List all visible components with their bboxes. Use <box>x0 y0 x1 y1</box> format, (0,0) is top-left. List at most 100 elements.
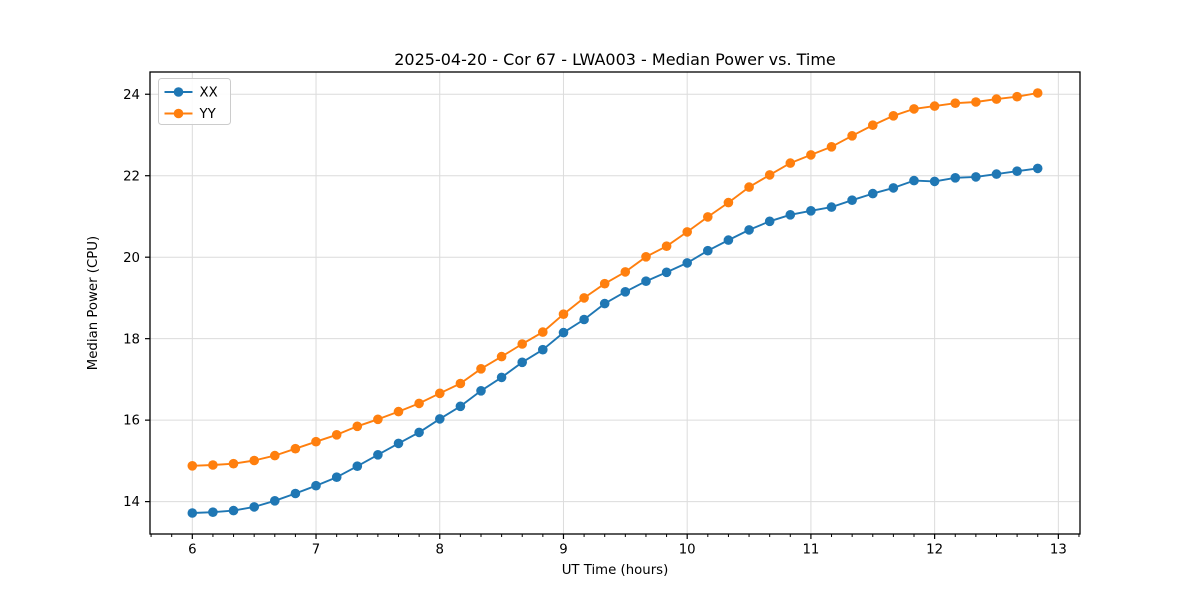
series-xx-marker <box>228 505 239 516</box>
series-xx-marker <box>414 427 424 438</box>
x-tick-label: 13 <box>1050 543 1067 558</box>
series-yy-marker <box>208 460 218 470</box>
series-yy-marker <box>1032 88 1043 98</box>
series-xx-marker <box>744 225 754 235</box>
legend-label-xx: XX <box>200 86 218 101</box>
series-xx-marker <box>476 386 486 396</box>
series-yy-marker <box>703 212 713 222</box>
series-yy-marker <box>476 364 486 374</box>
series-yy-marker <box>455 378 466 389</box>
series-xx-marker <box>435 414 445 424</box>
series-xx-marker <box>950 173 961 183</box>
series-yy-marker <box>373 414 383 425</box>
series-xx-marker <box>929 176 940 187</box>
series-xx-marker <box>661 267 672 278</box>
series-layer <box>187 88 1043 518</box>
series-xx-marker <box>290 488 301 499</box>
series-yy-marker <box>847 131 857 141</box>
series-yy-marker <box>270 450 280 461</box>
series-xx-marker <box>331 472 342 483</box>
x-tick-label: 10 <box>679 543 696 558</box>
series-yy-marker <box>723 197 734 208</box>
series-xx-marker <box>455 401 466 412</box>
legend-marker-xx <box>173 87 184 97</box>
series-xx-marker <box>888 183 899 193</box>
series-xx-marker <box>764 216 775 227</box>
y-tick-label: 22 <box>123 169 140 184</box>
series-yy-marker <box>352 421 363 432</box>
series-yy-marker <box>228 458 239 469</box>
series-xx-marker <box>538 344 548 355</box>
series-yy-marker <box>290 443 301 454</box>
series-yy-marker <box>187 461 198 471</box>
series-xx-marker <box>270 496 280 506</box>
series-xx-marker <box>868 188 878 199</box>
series-yy-marker <box>682 227 692 237</box>
series-xx-marker <box>971 172 981 182</box>
series-xx-marker <box>208 507 218 517</box>
series-yy-marker <box>538 327 548 337</box>
legend-marker-yy <box>173 108 184 119</box>
series-yy-marker <box>641 251 651 262</box>
series-xx-marker <box>991 169 1002 179</box>
series-yy-marker <box>1012 91 1022 102</box>
series-xx-marker <box>599 298 610 309</box>
series-xx-marker <box>703 245 713 256</box>
series-xx-marker <box>393 438 404 449</box>
legend-box <box>158 78 231 125</box>
series-xx-marker <box>847 195 857 205</box>
y-tick-label: 18 <box>123 332 140 347</box>
series-yy-marker <box>868 120 878 130</box>
x-tick-label: 9 <box>559 543 567 558</box>
series-xx-marker <box>579 314 589 325</box>
legend: XX YY <box>158 78 231 125</box>
series-yy-line <box>191 92 1039 467</box>
series-xx-marker <box>641 276 651 287</box>
legend-label-yy: YY <box>199 107 217 122</box>
x-tick-label: 11 <box>802 543 819 558</box>
series-yy-marker <box>311 436 321 447</box>
series-xx-marker <box>249 502 259 512</box>
chart-title: 2025-04-20 - Cor 67 - LWA003 - Median Po… <box>394 50 836 69</box>
series-yy-marker <box>744 182 754 192</box>
x-tick-label: 8 <box>436 543 444 558</box>
series-yy-marker <box>579 293 589 303</box>
series-yy-marker <box>888 111 899 121</box>
series-yy-marker <box>971 97 981 107</box>
series-yy-marker <box>806 150 816 160</box>
series-yy-marker <box>599 278 610 289</box>
series-yy-marker <box>620 267 631 277</box>
series-yy-marker <box>991 94 1002 104</box>
x-tick-label: 7 <box>312 543 320 558</box>
series-yy-marker <box>909 104 919 114</box>
x-tick-label: 6 <box>188 543 196 558</box>
series-yy-marker <box>950 98 961 108</box>
grid-layer <box>150 72 1080 534</box>
series-yy-marker <box>496 351 507 362</box>
series-xx-marker <box>1032 163 1043 174</box>
series-xx-marker <box>311 480 321 491</box>
axes-layer <box>149 71 1081 535</box>
series-yy-marker <box>331 430 342 440</box>
series-xx-marker <box>909 175 919 186</box>
series-xx-marker <box>352 461 363 472</box>
series-yy-marker <box>558 309 569 320</box>
series-xx-marker <box>373 450 383 460</box>
series-yy-marker <box>435 388 445 399</box>
series-xx-marker <box>558 327 569 338</box>
series-xx-marker <box>1012 166 1022 176</box>
series-yy-marker <box>764 170 775 180</box>
y-axis-label: Median Power (CPU) <box>86 236 101 370</box>
series-xx-marker <box>517 357 527 368</box>
y-tick-label: 20 <box>123 251 140 266</box>
series-yy-marker <box>249 455 259 466</box>
series-xx-marker <box>785 210 796 220</box>
y-tick-label: 16 <box>123 414 140 429</box>
series-xx-marker <box>826 202 837 212</box>
x-tick-label: 12 <box>926 543 943 558</box>
series-yy-marker <box>826 142 837 152</box>
series-xx-marker <box>620 287 631 297</box>
series-xx-marker <box>496 372 507 383</box>
